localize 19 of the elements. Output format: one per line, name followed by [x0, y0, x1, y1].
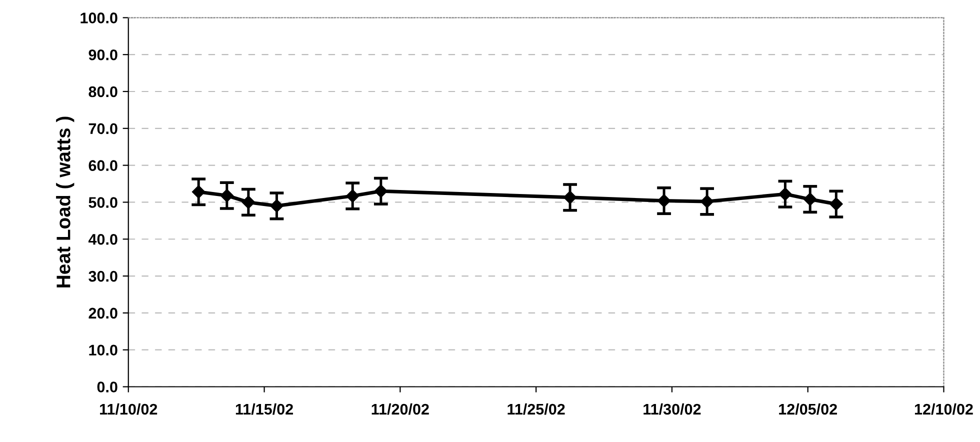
- x-tick-label: 11/10/02: [100, 403, 158, 415]
- y-tick-label: 30.0: [88, 270, 118, 282]
- y-tick-label: 80.0: [88, 86, 118, 98]
- x-tick-label: 11/20/02: [372, 403, 429, 415]
- y-tick-label: 0.0: [97, 382, 118, 392]
- y-tick-label: 50.0: [88, 197, 118, 208]
- y-tick-label: 40.0: [88, 234, 118, 245]
- y-tick-label: 60.0: [88, 160, 118, 171]
- y-tick-label: 20.0: [88, 308, 118, 319]
- y-axis-title: Heat Load ( watts ): [56, 116, 74, 288]
- y-tick-label: 100.0: [80, 12, 118, 24]
- x-tick-label: 11/15/02: [236, 403, 293, 415]
- x-tick-label: 11/30/02: [644, 403, 701, 415]
- y-tick-label: 90.0: [88, 49, 118, 60]
- x-tick-label: 12/10/02: [914, 403, 973, 415]
- x-tick-label: 12/05/02: [779, 403, 837, 415]
- x-tick-label: 11/25/02: [508, 403, 565, 415]
- y-tick-label: 70.0: [88, 123, 118, 134]
- y-tick-label: 10.0: [89, 344, 118, 356]
